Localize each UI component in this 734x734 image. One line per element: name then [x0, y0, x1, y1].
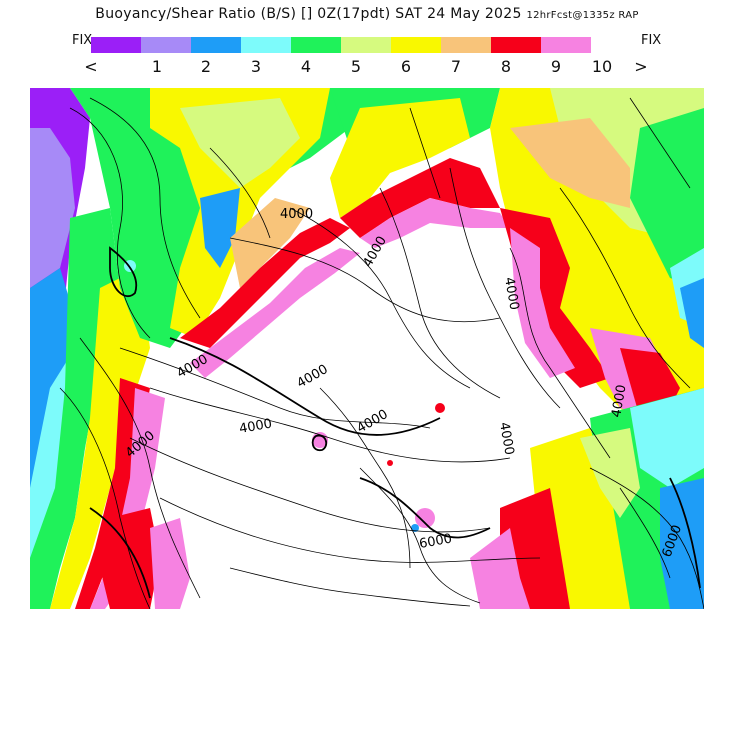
region-east-blue [680, 278, 704, 348]
contour-label: 4000 [496, 421, 517, 456]
region-se-blue [660, 478, 704, 609]
region-coast-green [30, 208, 120, 609]
contour-label: 4000 [280, 207, 313, 222]
model-note: 12hrFcst@1335z RAP [526, 10, 639, 21]
region-north-blue [200, 188, 240, 268]
region-central-red [340, 158, 500, 238]
scale-tick-label: 9 [550, 57, 562, 76]
contour-label: 4000 [501, 276, 522, 311]
region-coast-red [75, 378, 150, 609]
spot-red-1 [435, 403, 445, 413]
color-swatch [191, 37, 241, 53]
scale-tick-label: 6 [400, 57, 412, 76]
scale-tick-label: 8 [500, 57, 512, 76]
region-north-pink [190, 248, 360, 378]
color-swatch [141, 37, 191, 53]
color-swatch [91, 37, 141, 53]
color-swatch [491, 37, 541, 53]
scale-tick-label: 1 [151, 57, 163, 76]
color-swatch [391, 37, 441, 53]
region-central-pink [360, 198, 510, 248]
map-svg: 4000 4000 4000 4000 4000 4000 4000 4000 … [30, 88, 704, 609]
region-east-green [630, 108, 704, 288]
fix-left-label: FIX [72, 33, 93, 48]
region-central-yellow [330, 98, 470, 218]
color-swatch [291, 37, 341, 53]
fix-right-label: FIX [641, 33, 662, 48]
spot-blue [411, 524, 419, 532]
region-coast-pink [90, 388, 165, 609]
scale-tick-label: 5 [350, 57, 362, 76]
scale-tick-label: < [84, 57, 98, 76]
region-coast-yellow [50, 268, 150, 609]
region-se-cyan [630, 388, 704, 488]
color-swatch [441, 37, 491, 53]
scale-tick-label: 7 [450, 57, 462, 76]
height-contours [59, 97, 704, 609]
contour-label: 4000 [609, 383, 630, 418]
color-swatch [341, 37, 391, 53]
scale-tick-label: 2 [200, 57, 212, 76]
title-text: Buoyancy/Shear Ratio (B/S) [] 0Z(17pdt) … [95, 6, 522, 22]
contour-label: 6000 [418, 531, 453, 552]
color-scale [91, 37, 591, 53]
region-se-pink [470, 528, 530, 609]
color-swatch [541, 37, 591, 53]
region-north-lightgreen [180, 98, 300, 188]
spot-pink-2 [415, 508, 435, 528]
region-north-red [180, 218, 350, 348]
region-east-orange [510, 118, 630, 208]
region-pacific-lavender [30, 128, 75, 288]
scale-tick-label: 10 [591, 57, 613, 76]
thick-contours [89, 246, 701, 599]
map-panel: 4000 4000 4000 4000 4000 4000 4000 4000 … [30, 88, 704, 609]
contour-label: 4000 [238, 416, 273, 437]
color-swatch [241, 37, 291, 53]
region-east-pink [510, 228, 575, 378]
scale-tick-labels: <1 2 3 4 5 6 7 8 9 10 > [0, 57, 734, 79]
scale-tick-label: 4 [300, 57, 312, 76]
scale-tick-label: 3 [250, 57, 262, 76]
spot-red-2 [387, 460, 393, 466]
scale-tick-label: > [634, 57, 648, 76]
chart-title: Buoyancy/Shear Ratio (B/S) [] 0Z(17pdt) … [0, 6, 734, 22]
region-sw-pink [150, 518, 190, 609]
region-north-orange [230, 198, 310, 288]
